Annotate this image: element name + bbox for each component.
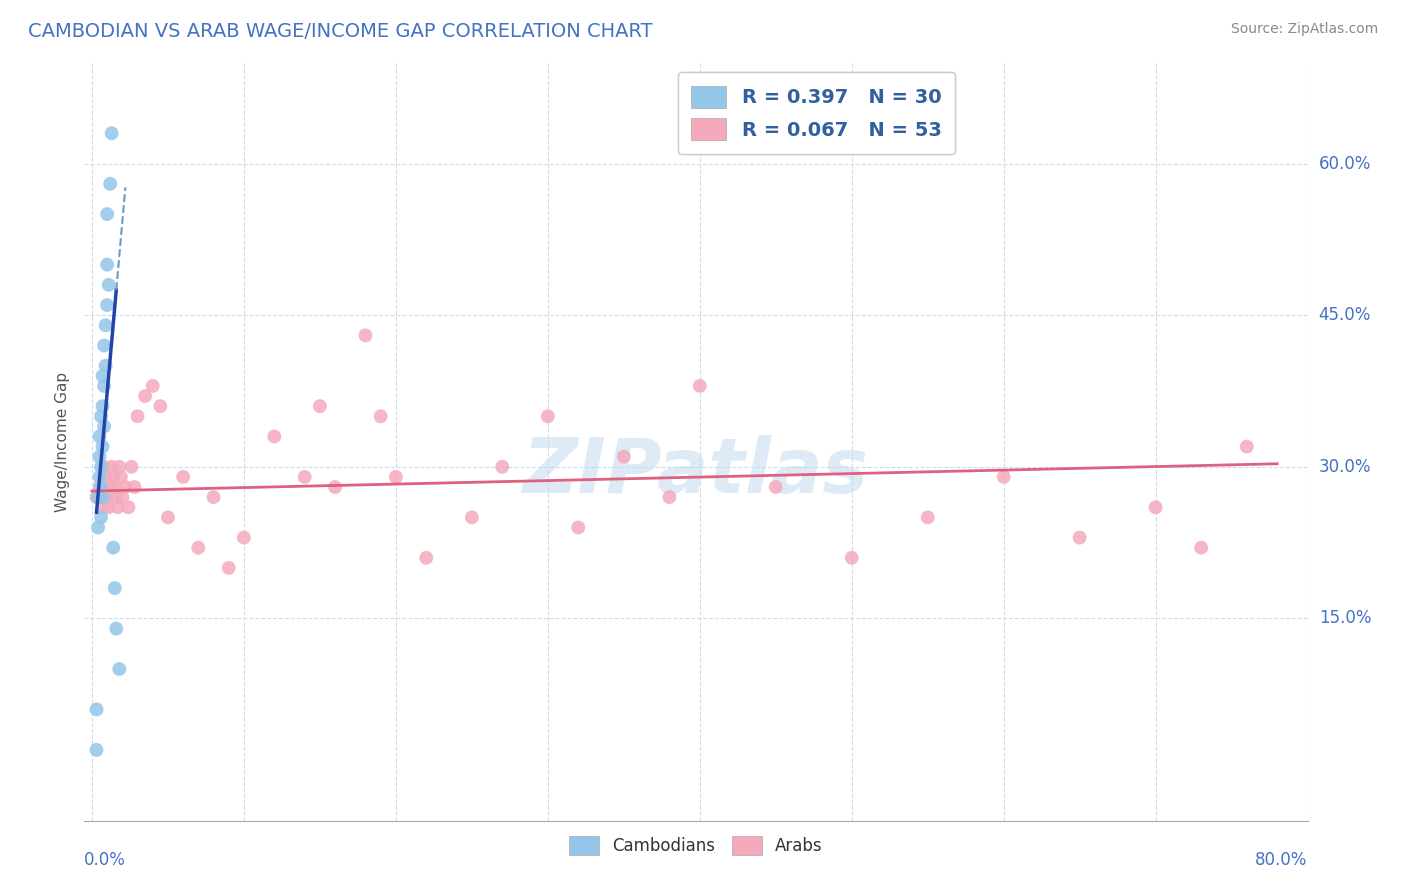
Point xyxy=(108,459,131,474)
Point xyxy=(1069,531,1091,545)
Point xyxy=(107,500,129,515)
Point xyxy=(94,318,117,333)
Text: Source: ZipAtlas.com: Source: ZipAtlas.com xyxy=(1230,22,1378,37)
Point xyxy=(93,419,115,434)
Point xyxy=(993,470,1015,484)
Point xyxy=(1236,440,1258,454)
Point xyxy=(689,379,711,393)
Point xyxy=(91,500,114,515)
Point xyxy=(96,490,118,504)
Point xyxy=(127,409,149,424)
Point xyxy=(97,277,120,292)
Point xyxy=(93,379,115,393)
Point xyxy=(98,177,121,191)
Text: 60.0%: 60.0% xyxy=(1319,154,1371,172)
Point xyxy=(218,561,240,575)
Point xyxy=(89,470,111,484)
Point xyxy=(110,470,132,484)
Point xyxy=(90,459,112,474)
Point xyxy=(354,328,377,343)
Point xyxy=(100,459,122,474)
Point xyxy=(149,399,172,413)
Point xyxy=(90,409,112,424)
Point xyxy=(93,459,115,474)
Point xyxy=(97,500,120,515)
Point xyxy=(765,480,787,494)
Point xyxy=(156,510,179,524)
Point xyxy=(94,470,117,484)
Legend: Cambodians, Arabs: Cambodians, Arabs xyxy=(562,829,830,862)
Point xyxy=(111,490,134,504)
Point xyxy=(104,581,127,595)
Point xyxy=(187,541,209,555)
Point xyxy=(91,490,114,504)
Point xyxy=(96,258,118,272)
Point xyxy=(121,459,143,474)
Point xyxy=(89,450,111,464)
Point xyxy=(103,470,125,484)
Point xyxy=(86,702,108,716)
Text: 0.0%: 0.0% xyxy=(84,851,127,869)
Point xyxy=(917,510,939,524)
Text: 30.0%: 30.0% xyxy=(1319,458,1371,475)
Point xyxy=(385,470,408,484)
Point xyxy=(309,399,332,413)
Point xyxy=(323,480,346,494)
Text: 45.0%: 45.0% xyxy=(1319,306,1371,324)
Point xyxy=(567,520,589,534)
Point xyxy=(91,440,114,454)
Point xyxy=(87,490,110,504)
Point xyxy=(104,480,127,494)
Y-axis label: Wage/Income Gap: Wage/Income Gap xyxy=(55,371,70,512)
Point xyxy=(108,662,131,676)
Point xyxy=(232,531,254,545)
Point xyxy=(94,359,117,373)
Text: ZIPatlas: ZIPatlas xyxy=(523,435,869,508)
Point xyxy=(370,409,392,424)
Point xyxy=(202,490,225,504)
Point xyxy=(86,743,108,757)
Point xyxy=(142,379,165,393)
Point xyxy=(103,541,125,555)
Point xyxy=(98,480,121,494)
Point xyxy=(87,520,110,534)
Text: CAMBODIAN VS ARAB WAGE/INCOME GAP CORRELATION CHART: CAMBODIAN VS ARAB WAGE/INCOME GAP CORREL… xyxy=(28,22,652,41)
Point xyxy=(100,126,122,140)
Point xyxy=(841,550,863,565)
Point xyxy=(613,450,636,464)
Point xyxy=(1189,541,1212,555)
Point xyxy=(90,510,112,524)
Point xyxy=(537,409,560,424)
Point xyxy=(491,459,513,474)
Text: 15.0%: 15.0% xyxy=(1319,609,1371,627)
Point xyxy=(96,207,118,221)
Point xyxy=(96,298,118,312)
Point xyxy=(124,480,146,494)
Point xyxy=(1144,500,1167,515)
Point xyxy=(105,622,128,636)
Point xyxy=(114,480,136,494)
Point xyxy=(89,480,111,494)
Point xyxy=(658,490,681,504)
Point xyxy=(91,368,114,383)
Point xyxy=(90,480,112,494)
Point xyxy=(461,510,484,524)
Point xyxy=(117,500,139,515)
Point xyxy=(89,429,111,443)
Point xyxy=(86,490,108,504)
Point xyxy=(91,399,114,413)
Point xyxy=(93,338,115,352)
Point xyxy=(172,470,194,484)
Point xyxy=(134,389,156,403)
Point xyxy=(294,470,316,484)
Text: 80.0%: 80.0% xyxy=(1256,851,1308,869)
Point xyxy=(105,490,128,504)
Point xyxy=(263,429,285,443)
Point xyxy=(415,550,437,565)
